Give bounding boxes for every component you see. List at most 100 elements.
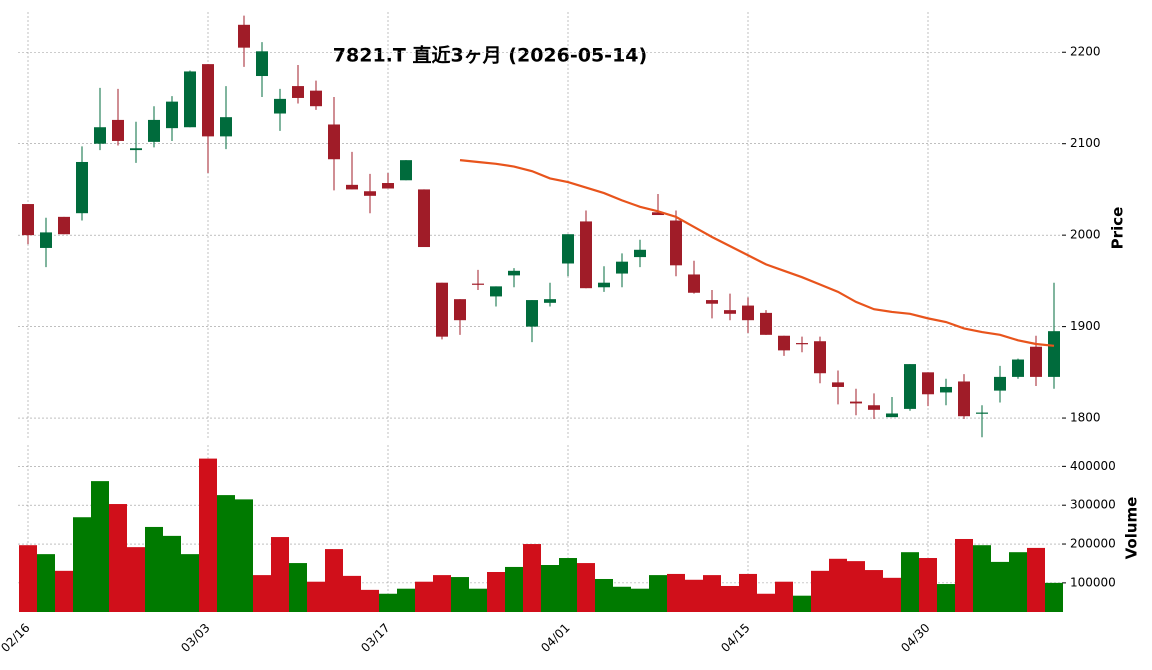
volume-bar — [451, 577, 469, 612]
volume-bar — [145, 526, 163, 612]
candle-body — [544, 299, 556, 303]
candle-body — [796, 343, 808, 345]
candle-body — [130, 148, 142, 151]
x-tick-label: 04/15 — [718, 621, 752, 655]
y-tick-label: 1900 — [1070, 319, 1101, 333]
candle-body — [58, 216, 70, 235]
candle-body — [256, 51, 268, 77]
y-tick-label: 1800 — [1070, 411, 1101, 425]
volume-bar — [541, 565, 559, 612]
volume-bar — [667, 573, 685, 612]
volume-bar — [595, 578, 613, 612]
volume-bar — [991, 561, 1009, 612]
volume-bar — [847, 561, 865, 612]
candle-body — [436, 282, 448, 337]
volume-bar — [829, 558, 847, 612]
candle-body — [382, 183, 394, 189]
volume-tick-label: 400000 — [1070, 459, 1116, 473]
volume-bar — [343, 575, 361, 612]
candle-body — [328, 124, 340, 160]
volume-bar — [217, 495, 235, 612]
x-tick-label: 03/03 — [178, 621, 212, 655]
volume-bar — [469, 588, 487, 612]
candle-body — [184, 71, 196, 128]
candle-body — [76, 161, 88, 214]
candle-body — [364, 191, 376, 196]
candle-body — [526, 300, 538, 327]
candle-body — [580, 221, 592, 289]
candle-body — [922, 372, 934, 395]
volume-bar — [955, 538, 973, 612]
candle-body — [598, 282, 610, 288]
candle-body — [778, 335, 790, 351]
candle-body — [742, 305, 754, 321]
candle-body — [346, 184, 358, 190]
volume-bar — [793, 595, 811, 612]
candle-body — [1012, 359, 1024, 377]
volume-bar — [865, 570, 883, 612]
candle-body — [724, 310, 736, 314]
volume-axis-label: Volume — [1123, 497, 1141, 560]
candle-body — [40, 232, 52, 248]
volume-tick-label: 300000 — [1070, 498, 1116, 512]
candle-body — [490, 286, 502, 297]
candle-body — [634, 249, 646, 258]
candle-body — [670, 220, 682, 266]
volume-tick-label: 100000 — [1070, 575, 1116, 589]
y-axis-label: Price — [1109, 207, 1127, 250]
candle-body — [652, 212, 664, 216]
volume-bar — [55, 570, 73, 612]
volume-bar — [271, 537, 289, 612]
candle-body — [868, 405, 880, 410]
candle-body — [238, 24, 250, 48]
candle-body — [994, 376, 1006, 391]
candle-body — [814, 341, 826, 374]
volume-bar — [775, 581, 793, 612]
candle-body — [472, 283, 484, 285]
volume-bar — [253, 575, 271, 612]
moving-average-line — [459, 159, 1055, 347]
candle-body — [508, 270, 520, 276]
volume-bar — [397, 588, 415, 612]
x-tick-label: 02/16 — [0, 621, 33, 655]
candle-body — [706, 300, 718, 304]
volume-bar — [883, 577, 901, 612]
candle-body — [454, 299, 466, 321]
volume-bar — [739, 573, 757, 612]
volume-bar — [325, 549, 343, 612]
candle-body — [94, 127, 106, 144]
volume-bar — [73, 517, 91, 612]
volume-bar — [109, 504, 127, 612]
candle-body — [112, 119, 124, 141]
x-tick-label: 03/17 — [358, 621, 392, 655]
volume-bar — [685, 579, 703, 612]
volume-bar — [721, 585, 739, 612]
candle-body — [688, 274, 700, 293]
candle-body — [886, 413, 898, 418]
volume-bar — [127, 547, 145, 612]
volume-bar — [235, 499, 253, 612]
volume-bar — [19, 545, 37, 612]
volume-bar — [613, 586, 631, 612]
candle-body — [220, 117, 232, 137]
volume-bar — [703, 575, 721, 612]
candle-body — [22, 204, 34, 236]
candle-body — [1030, 346, 1042, 377]
candle-body — [832, 382, 844, 387]
candle-body — [958, 381, 970, 417]
candle-body — [292, 86, 304, 98]
volume-bar — [433, 575, 451, 612]
volume-bar — [1045, 582, 1063, 612]
volume-bar — [415, 581, 433, 612]
candle-body — [202, 64, 214, 137]
volume-bar — [199, 458, 217, 612]
candle-body — [274, 98, 286, 114]
candle-body — [1048, 331, 1060, 377]
volume-bar — [1009, 552, 1027, 612]
candle-body — [940, 386, 952, 393]
candle-body — [760, 312, 772, 335]
volume-bar — [973, 545, 991, 612]
volume-bar — [523, 544, 541, 612]
volume-bar — [811, 570, 829, 612]
candle-body — [616, 261, 628, 274]
